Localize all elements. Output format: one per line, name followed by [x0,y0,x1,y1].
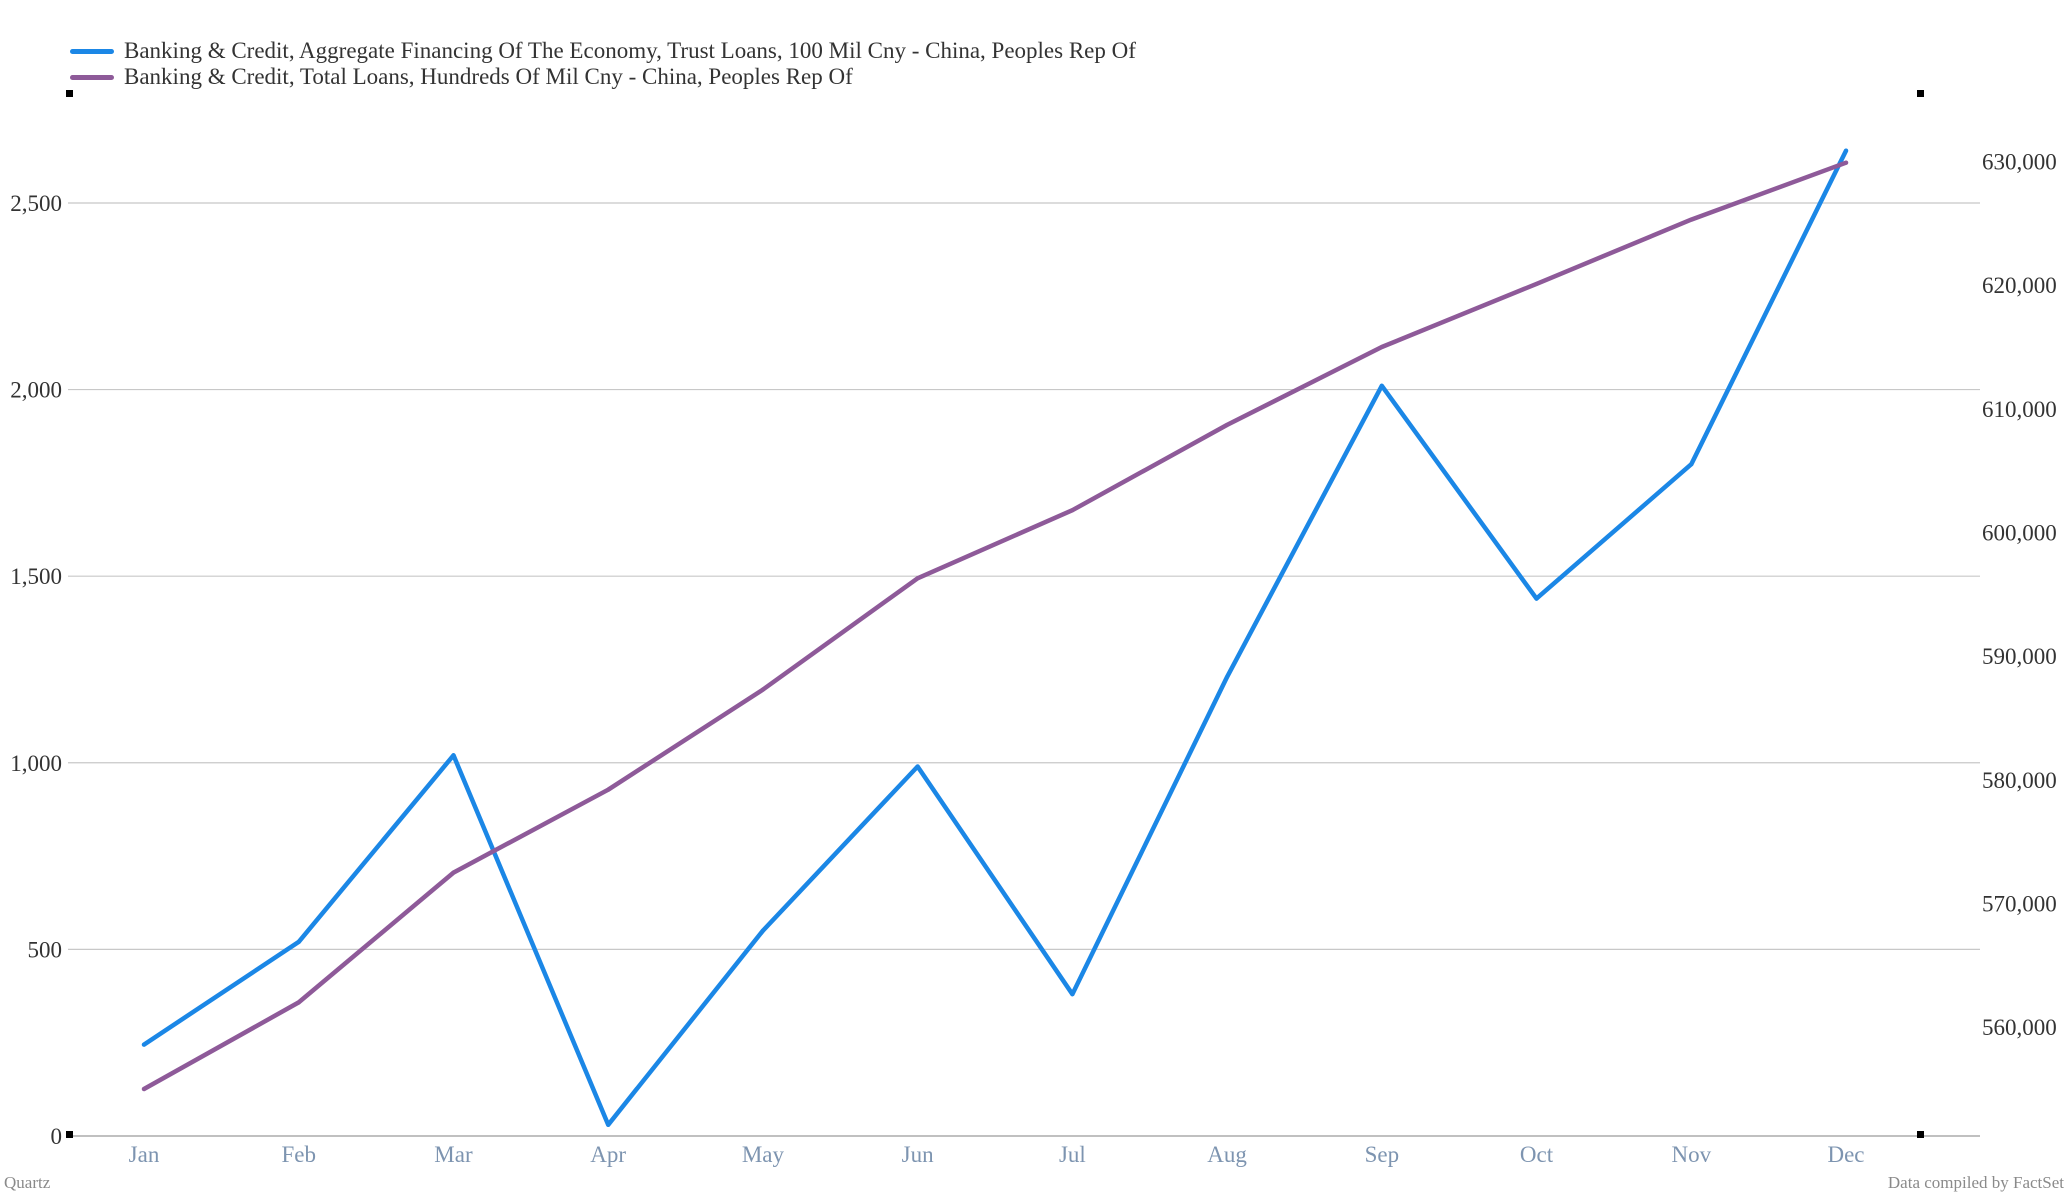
x-tick-label: May [742,1142,785,1167]
series-line-2 [141,160,1849,1092]
right-tick-label: 630,000 [1982,149,2057,174]
x-tick-label: Feb [281,1142,316,1167]
data-point [1534,596,1539,601]
right-tick-label: 620,000 [1982,273,2057,298]
right-tick-label: 560,000 [1982,1015,2057,1040]
legend-swatch-total-loans [70,74,114,80]
source-credit-right: Data compiled by FactSet [1887,1173,2064,1192]
data-point [915,576,920,581]
data-point [142,1087,146,1092]
x-tick-label: Apr [590,1142,626,1167]
data-point [1689,217,1694,222]
legend-swatch-trust-loans [70,48,114,54]
left-tick-label: 1,000 [10,751,62,776]
x-tick-label: Mar [434,1142,473,1167]
legend-label-total-loans: Banking & Credit, Total Loans, Hundreds … [124,64,853,89]
legend-label-trust-loans: Banking & Credit, Aggregate Financing Of… [124,38,1136,63]
data-point [1070,508,1075,513]
x-tick-label: Nov [1671,1142,1711,1167]
series-lines [141,148,1849,1128]
x-tick-label: Jul [1059,1142,1086,1167]
x-tick-label: Aug [1207,1142,1247,1167]
corner-marks [66,90,1924,1138]
data-point [760,687,765,692]
x-tick-label: Jun [902,1142,934,1167]
data-point [451,753,456,758]
right-tick-label: 580,000 [1982,768,2057,793]
left-axis: 0 500 1,000 1,500 2,000 2,500 [10,191,62,1149]
data-point [1379,344,1384,349]
series-line-1 [141,148,1849,1128]
legend-item-total-loans: Banking & Credit, Total Loans, Hundreds … [70,64,1136,90]
x-axis: Jan Feb Mar Apr May Jun Jul Aug Sep Oct Nov Dec [129,1142,1865,1167]
data-point [296,939,301,944]
data-point [1225,422,1230,427]
corner-mark [66,90,73,97]
x-tick-label: Oct [1520,1142,1554,1167]
data-point [760,928,765,933]
left-tick-label: 0 [51,1124,63,1149]
data-point [1379,383,1384,388]
corner-mark [66,1131,73,1138]
data-point [606,787,611,792]
legend-item-trust-loans: Banking & Credit, Aggregate Financing Of… [70,38,1136,64]
right-tick-label: 590,000 [1982,644,2057,669]
corner-mark [1917,1131,1924,1138]
data-point [296,1000,301,1005]
data-point [1534,281,1539,286]
data-point [1070,992,1075,997]
right-axis: 560,000 570,000 580,000 590,000 600,000 610,0… [1982,149,2057,1040]
data-point [1225,674,1230,679]
data-point [606,1122,611,1127]
left-tick-label: 2,000 [10,378,62,403]
x-tick-label: Sep [1365,1142,1400,1167]
data-point [142,1042,146,1047]
x-tick-label: Jan [129,1142,160,1167]
left-tick-label: 1,500 [10,564,62,589]
left-tick-label: 2,500 [10,191,62,216]
data-point [1844,148,1848,153]
right-tick-label: 600,000 [1982,520,2057,545]
x-tick-label: Dec [1827,1142,1864,1167]
data-point [451,870,456,875]
corner-mark [1917,90,1924,97]
source-credit-left: Quartz [4,1173,51,1192]
left-tick-label: 500 [28,937,63,962]
data-point [915,764,920,769]
data-point [1689,462,1694,467]
gridlines [68,202,1980,1137]
data-point [1844,160,1848,165]
legend: Banking & Credit, Aggregate Financing Of… [70,38,1136,90]
right-tick-label: 610,000 [1982,397,2057,422]
right-tick-label: 570,000 [1982,892,2057,917]
